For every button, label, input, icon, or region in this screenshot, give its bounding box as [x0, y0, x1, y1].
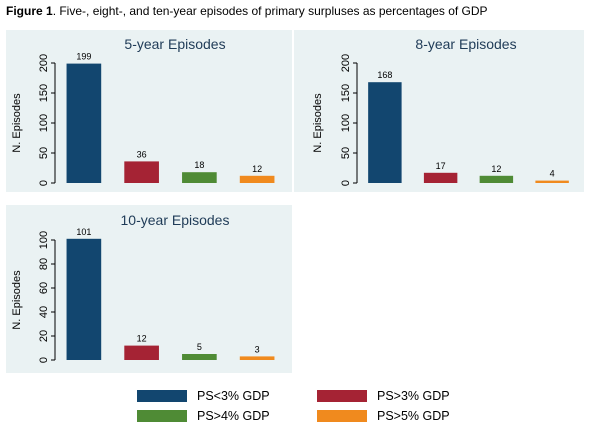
bar-8-year-ps-lt-3 [368, 82, 402, 183]
y-tick-label-10-year: 40 [38, 306, 50, 318]
y-tick-label-8-year: 200 [340, 54, 352, 72]
bar-5-year-ps-gt-4 [182, 172, 217, 183]
y-tick-label-5-year: 50 [38, 147, 50, 159]
bar-8-year-ps-gt-5 [535, 180, 569, 183]
bar-value-label-10-year-ps-lt-3: 101 [76, 227, 91, 237]
bar-value-label-5-year-ps-gt-3: 36 [137, 149, 147, 159]
bar-value-label-8-year-ps-gt-3: 17 [436, 161, 446, 171]
bar-5-year-ps-gt-5 [239, 175, 275, 183]
bar-value-label-5-year-ps-lt-3: 199 [76, 52, 91, 62]
chart-title-10-year: 10-year Episodes [121, 212, 230, 228]
chart-title-8-year: 8-year Episodes [415, 36, 516, 52]
figure-caption: Figure 1. Five-, eight-, and ten-year ep… [6, 4, 488, 18]
y-axis-label-5-year: N. Episodes [11, 93, 23, 153]
bar-value-label-8-year-ps-gt-4: 12 [491, 164, 501, 174]
y-axis-label-10-year: N. Episodes [11, 270, 23, 330]
y-tick-label-8-year: 150 [340, 84, 352, 102]
bar-value-label-10-year-ps-gt-4: 5 [197, 342, 202, 352]
bar-value-label-10-year-ps-gt-3: 12 [137, 334, 147, 344]
bar-value-label-8-year-ps-lt-3: 168 [377, 70, 392, 80]
y-tick-label-5-year: 150 [38, 84, 50, 102]
y-tick-label-10-year: 0 [38, 357, 50, 363]
bar-8-year-ps-gt-3 [423, 172, 458, 183]
panel-background-10-year [6, 205, 292, 373]
figure-label: Figure 1 [6, 4, 53, 18]
bar-10-year-ps-lt-3 [66, 238, 102, 360]
bar-5-year-ps-gt-3 [124, 161, 159, 183]
bar-8-year-ps-gt-4 [479, 175, 514, 183]
bar-value-label-5-year-ps-gt-5: 12 [252, 164, 262, 174]
y-tick-label-10-year: 20 [38, 330, 50, 342]
bar-10-year-ps-gt-4 [182, 354, 217, 360]
bar-10-year-ps-gt-3 [124, 345, 159, 360]
y-tick-label-8-year: 0 [340, 180, 352, 186]
caption-text: . Five-, eight-, and ten-year episodes o… [52, 4, 488, 18]
y-tick-label-5-year: 0 [38, 180, 50, 186]
y-tick-label-5-year: 100 [38, 114, 50, 132]
y-tick-label-10-year: 80 [38, 258, 50, 270]
bar-value-label-5-year-ps-gt-4: 18 [194, 160, 204, 170]
y-axis-label-8-year: N. Episodes [312, 93, 324, 153]
panel-background-8-year [294, 30, 584, 192]
chart-title-5-year: 5-year Episodes [124, 36, 225, 52]
bar-5-year-ps-lt-3 [66, 63, 102, 183]
y-tick-label-8-year: 50 [340, 147, 352, 159]
y-tick-label-8-year: 100 [340, 114, 352, 132]
y-tick-label-5-year: 200 [38, 54, 50, 72]
bar-value-label-10-year-ps-gt-5: 3 [255, 344, 260, 354]
bar-value-label-8-year-ps-gt-5: 4 [550, 169, 555, 179]
y-tick-label-10-year: 100 [38, 231, 50, 249]
bar-10-year-ps-gt-5 [239, 356, 275, 360]
y-tick-label-10-year: 60 [38, 282, 50, 294]
